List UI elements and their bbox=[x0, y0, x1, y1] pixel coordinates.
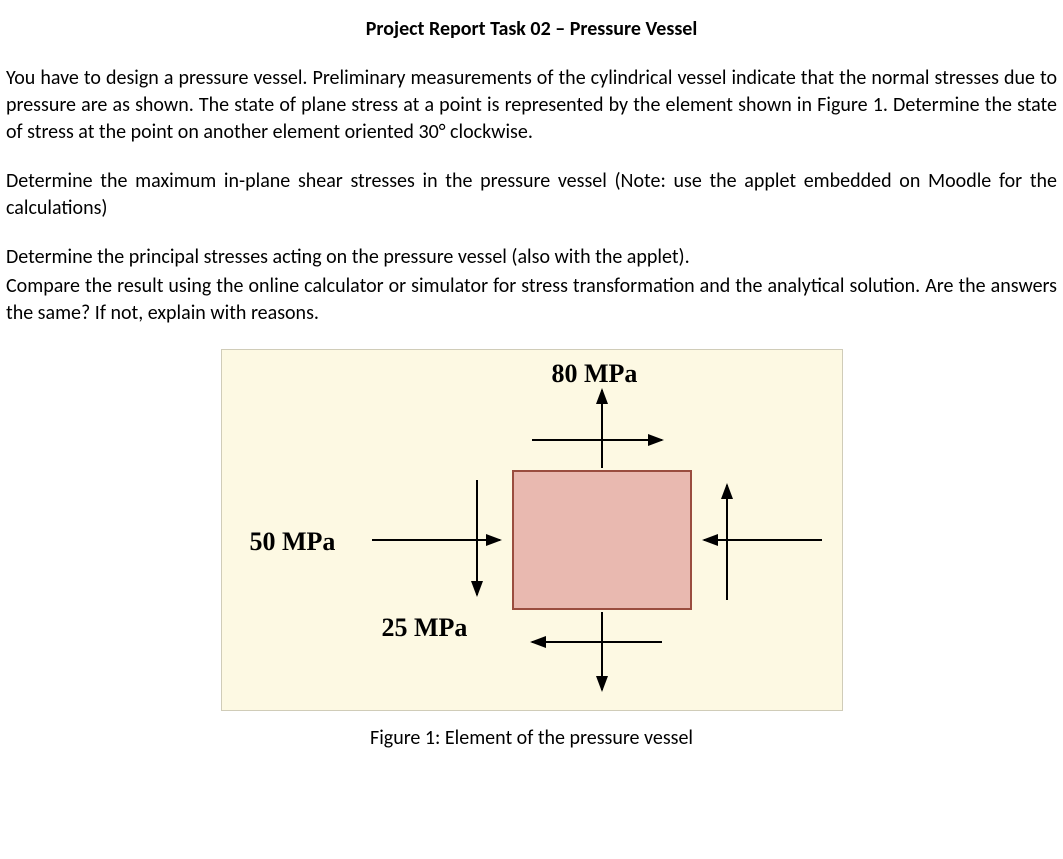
paragraph-2: Determine the maximum in-plane shear str… bbox=[6, 168, 1057, 222]
label-sigma-y: 80 MPa bbox=[552, 356, 638, 391]
label-sigma-x: 50 MPa bbox=[250, 524, 336, 559]
figure-container: 80 MPa 50 MPa 25 MPa Figure 1: Element o… bbox=[6, 349, 1057, 752]
page-title: Project Report Task 02 – Pressure Vessel bbox=[6, 16, 1057, 43]
figure-caption: Figure 1: Element of the pressure vessel bbox=[6, 725, 1057, 752]
figure-1: 80 MPa 50 MPa 25 MPa bbox=[221, 349, 843, 711]
label-tau: 25 MPa bbox=[382, 610, 468, 645]
paragraph-4: Compare the result using the online calc… bbox=[6, 273, 1057, 327]
paragraph-1: You have to design a pressure vessel. Pr… bbox=[6, 65, 1057, 146]
paragraph-3: Determine the principal stresses acting … bbox=[6, 244, 1057, 271]
